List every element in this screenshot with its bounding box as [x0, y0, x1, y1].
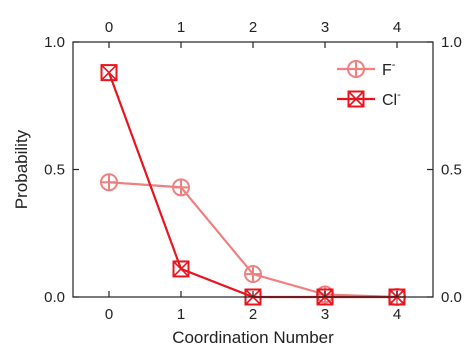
data-point-f: [100, 173, 118, 192]
y-tick-label-right: 1.0: [441, 34, 462, 51]
y-tick-label: 0.5: [44, 162, 65, 179]
plot-frame: [72, 41, 434, 298]
legend-item-f: F-: [337, 59, 396, 79]
x-tick-label-top: 0: [105, 19, 113, 36]
data-point-f: [172, 178, 190, 197]
plot-layer: [100, 64, 406, 306]
legend-item-cl: Cl-: [337, 89, 401, 109]
x-tick-label: 0: [105, 306, 113, 323]
x-tick-label: 2: [249, 306, 257, 323]
x-tick-label-top: 3: [321, 19, 329, 36]
legend-label: F-: [382, 59, 396, 79]
y-tick-label-right: 0.0: [441, 289, 462, 306]
y-tick-label: 0.0: [44, 289, 65, 306]
x-tick-label-top: 2: [249, 19, 257, 36]
x-tick-label: 1: [177, 306, 185, 323]
y-tick-label: 1.0: [44, 34, 65, 51]
x-tick-label-top: 4: [393, 19, 401, 36]
x-axis-title: Coordination Number: [172, 328, 334, 347]
data-point-f: [244, 265, 262, 284]
data-point-cl: [172, 260, 190, 278]
ticks-layer: [73, 41, 433, 298]
legend: F- Cl-: [337, 59, 401, 109]
x-tick-label: 3: [321, 306, 329, 323]
y-tick-label-right: 0.5: [441, 162, 462, 179]
legend-label: Cl-: [382, 89, 401, 109]
legend-marker: [347, 90, 365, 108]
x-tick-label-top: 1: [177, 19, 185, 36]
y-axis-title: Probability: [12, 129, 31, 209]
x-tick-label: 4: [393, 306, 401, 323]
labels-layer: 0 0 1 1 2 2 3 3 4 4 0.0 0.0 0.5 0.5 1.0 1.0: [44, 19, 462, 323]
data-point-cl: [100, 64, 118, 82]
legend-marker: [347, 60, 365, 78]
